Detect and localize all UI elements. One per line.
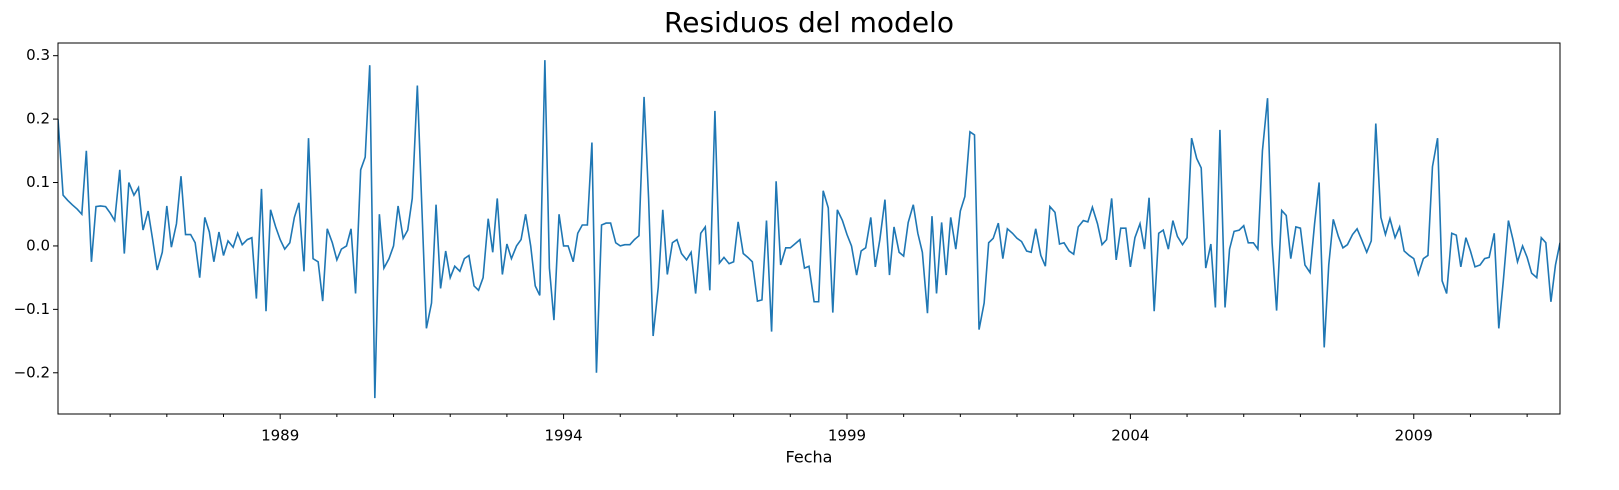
- y-tick-label: 0.2: [26, 110, 50, 128]
- x-tick-label: 2004: [1111, 427, 1149, 445]
- x-tick-label: 1999: [828, 427, 866, 445]
- x-axis-label: Fecha: [786, 448, 833, 467]
- y-tick-label: 0.1: [26, 173, 50, 191]
- y-tick-label: −0.2: [14, 363, 50, 381]
- chart-title: Residuos del modelo: [664, 6, 954, 39]
- plot-frame: [57, 42, 1561, 415]
- x-tick-label: 1994: [544, 427, 582, 445]
- y-tick-label: 0.3: [26, 46, 50, 64]
- x-tick-label: 1989: [261, 427, 299, 445]
- y-tick-label: −0.1: [14, 300, 50, 318]
- y-tick-label: 0.0: [26, 236, 50, 254]
- x-tick-label: 2009: [1395, 427, 1433, 445]
- line-series: [58, 60, 1560, 399]
